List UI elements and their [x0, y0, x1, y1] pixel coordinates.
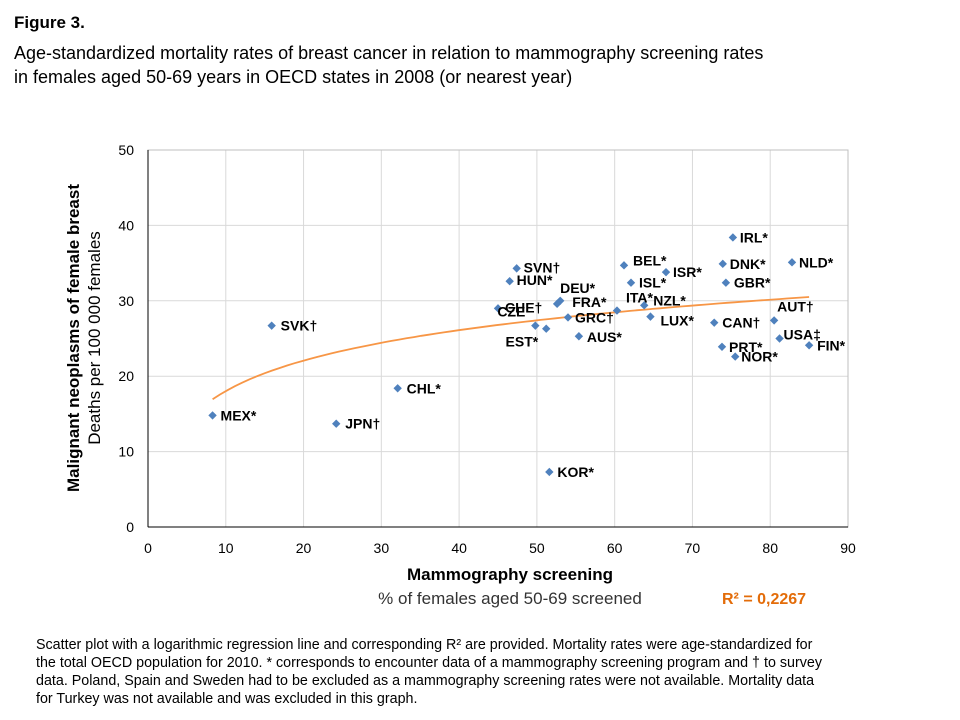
point-label-cze: CZE	[497, 304, 525, 320]
data-point-irl	[728, 233, 738, 242]
point-label-est: EST*	[506, 334, 539, 350]
point-label-irl: IRL*	[740, 229, 769, 245]
figure-title-line-2: in females aged 50-69 years in OECD stat…	[14, 67, 573, 87]
data-point-svk	[267, 321, 276, 330]
data-point-est	[542, 324, 551, 333]
data-point-mex	[208, 411, 217, 420]
point-label-prt: PRT*	[729, 339, 763, 355]
data-point-ita	[612, 306, 622, 315]
caption-line-4: for Turkey was not available and was exc…	[36, 691, 418, 707]
data-point-dnk	[718, 259, 727, 269]
x-tick-label: 30	[374, 540, 390, 556]
point-label-can: CAN†	[722, 315, 760, 331]
y-axis-title: Malignant neoplasms of female breast	[64, 184, 83, 492]
data-point-can	[710, 318, 719, 327]
caption-line-2: the total OECD population for 2010. * co…	[36, 655, 822, 671]
figure-title-line-1: Age-standardized mortality rates of brea…	[14, 43, 764, 63]
point-label-isr: ISR*	[673, 264, 702, 280]
point-label-jpn: JPN†	[345, 416, 380, 432]
point-label-fra: FRA*	[572, 294, 607, 310]
point-label-bel: BEL*	[633, 252, 667, 268]
data-point-svn	[512, 264, 521, 273]
point-label-gbr: GBR*	[734, 275, 771, 291]
data-point-aus	[574, 332, 584, 341]
caption-line-1: Scatter plot with a logarithmic regressi…	[36, 637, 813, 653]
data-point-fin	[804, 341, 814, 350]
point-label-kor: KOR*	[557, 464, 594, 480]
x-tick-label: 80	[762, 540, 778, 556]
data-point-grc	[563, 313, 573, 322]
data-point-hun	[505, 276, 514, 286]
data-point-prt	[717, 342, 727, 351]
x-tick-label: 20	[296, 540, 312, 556]
point-labels: MEX* SVK† JPN† CHL* CHE† HUN*SVN† CZE EST* KOR* D…	[221, 229, 846, 479]
data-point-isl	[626, 278, 636, 287]
y-tick-label: 10	[118, 444, 134, 460]
data-point-jpn	[332, 419, 341, 428]
x-tick-label: 50	[529, 540, 545, 556]
point-label-fin: FIN*	[817, 337, 846, 353]
x-axis-title: Mammography screening	[407, 565, 613, 584]
data-point-cze	[531, 321, 540, 330]
data-point-nor	[731, 352, 740, 361]
point-label-svn: SVN†	[524, 259, 561, 275]
point-label-hun: HUN*	[517, 272, 553, 288]
figure-label: Figure 3.	[14, 13, 85, 32]
point-label-deu: DEU*	[560, 280, 596, 296]
figure-caption: Scatter plot with a logarithmic regressi…	[36, 636, 936, 708]
x-tick-label: 40	[451, 540, 467, 556]
point-label-ita: ITA*	[626, 290, 654, 306]
x-tick-label: 60	[607, 540, 623, 556]
point-label-isl: ISL*	[639, 275, 667, 291]
data-point-isr	[661, 267, 671, 277]
point-label-grc: GRC†	[575, 309, 614, 325]
x-axis-subtitle: % of females aged 50-69 screened	[378, 589, 642, 608]
r-squared-label: R² = 0,2267	[722, 591, 807, 608]
y-tick-label: 40	[118, 217, 134, 233]
data-points	[208, 233, 814, 477]
caption-line-3: data. Poland, Spain and Sweden had to be…	[36, 673, 815, 689]
data-point-kor	[545, 467, 554, 477]
point-label-usa: USA‡	[784, 327, 821, 343]
y-tick-label: 20	[118, 368, 134, 384]
log-trendline	[212, 296, 810, 401]
point-label-aut: AUT†	[777, 298, 814, 314]
data-point-nzl	[640, 301, 649, 310]
x-tick-label: 0	[144, 540, 152, 556]
y-tick-label: 0	[126, 519, 134, 535]
data-point-nld	[787, 258, 797, 267]
data-point-usa	[775, 334, 784, 343]
data-point-bel	[619, 261, 629, 270]
figure-title: Age-standardized mortality rates of brea…	[14, 41, 944, 89]
data-point-deu	[552, 299, 562, 309]
data-point-aut	[769, 316, 779, 325]
point-label-lux: LUX*	[660, 313, 694, 329]
data-point-chl	[393, 384, 402, 393]
point-label-che: CHE†	[505, 299, 542, 315]
point-label-aus: AUS*	[587, 329, 623, 345]
point-label-nzl: NZL*	[653, 292, 686, 308]
data-point-che	[493, 304, 503, 313]
data-point-gbr	[721, 278, 731, 287]
data-point-lux	[646, 312, 655, 321]
point-label-nld: NLD*	[799, 254, 834, 270]
point-label-dnk: DNK*	[730, 256, 766, 272]
data-point-fra	[556, 296, 565, 305]
point-label-mex: MEX*	[221, 407, 257, 423]
point-label-svk: SVK†	[281, 318, 318, 334]
axis-ticks: 0 10 20 30 40 50 60 70 80 90 0 10 20 30 40 50	[118, 142, 856, 556]
y-tick-label: 30	[118, 293, 134, 309]
point-label-chl: CHL*	[407, 380, 442, 396]
point-label-nor: NOR*	[741, 349, 778, 365]
y-tick-label: 50	[118, 142, 134, 158]
x-tick-label: 10	[218, 540, 234, 556]
x-tick-label: 90	[840, 540, 856, 556]
x-tick-label: 70	[685, 540, 701, 556]
y-axis-subtitle: Deaths per 100 000 females	[85, 231, 104, 445]
